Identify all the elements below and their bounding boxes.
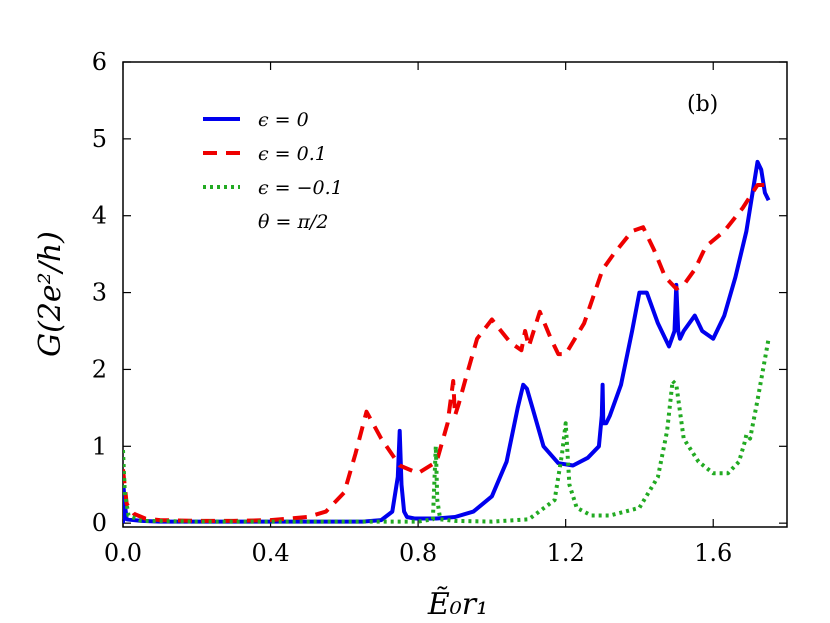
legend-label-1: ϵ = 0.1 <box>258 143 327 165</box>
x-tick-label: 0.0 <box>104 539 142 567</box>
x-tick-label: 0.4 <box>251 539 289 567</box>
y-tick-label: 4 <box>92 202 107 230</box>
series-line-2 <box>123 338 771 524</box>
legend-label-2: ϵ = −0.1 <box>258 177 343 199</box>
series-line-1 <box>123 183 769 523</box>
x-axis-label: Ẽ₀r₁ <box>427 586 488 622</box>
x-tick-label: 1.6 <box>694 539 732 567</box>
x-tick-label: 1.2 <box>547 539 585 567</box>
y-tick-label: 6 <box>92 48 107 76</box>
legend-label-0: ϵ = 0 <box>258 109 309 131</box>
series-line-0 <box>123 159 771 524</box>
legend-note: θ = π/2 <box>258 211 328 233</box>
plot-frame <box>122 61 788 528</box>
y-tick-label: 3 <box>92 279 107 307</box>
y-tick-label: 0 <box>92 509 107 537</box>
y-axis-label: G(2e²/h) <box>33 231 68 357</box>
panel-annotation: (b) <box>687 92 718 117</box>
x-tick-label: 0.8 <box>399 539 437 567</box>
y-tick-label: 5 <box>92 125 107 153</box>
y-tick-label: 2 <box>92 355 107 383</box>
y-tick-label: 1 <box>92 432 107 460</box>
